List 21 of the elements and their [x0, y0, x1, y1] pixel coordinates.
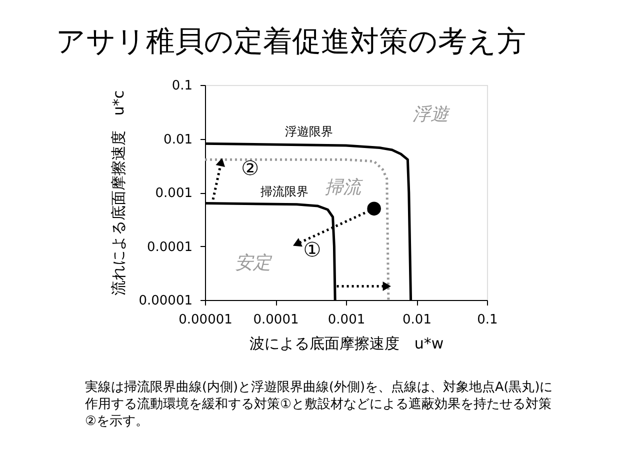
x-tick-label: 0.00001	[178, 312, 232, 328]
y-tick-label: 0.0001	[147, 240, 192, 255]
y-axis-title: 流れによる底面摩擦速度 u*c	[110, 90, 128, 296]
annotation: 掃流	[325, 177, 364, 198]
y-tick-label: 0.00001	[138, 294, 192, 308]
series-label: 浮遊限界	[285, 124, 334, 139]
annotation: ①	[303, 238, 322, 262]
y-tick-label: 0.001	[155, 186, 192, 201]
x-tick-label: 0.001	[328, 312, 366, 328]
x-tick-label: 0.0001	[253, 312, 299, 328]
annotation: 浮遊	[412, 104, 451, 126]
annotation: ②	[241, 156, 260, 180]
y-tick-label: 0.1	[172, 78, 192, 94]
annotation: 安定	[234, 252, 273, 274]
chart-title: アサリ稚貝の定着促進対策の考え方	[56, 24, 526, 58]
x-axis-title: 波による底面摩擦速度 u*w	[249, 334, 444, 352]
text: 実線は掃流限界曲線(内側)と浮遊限界曲線(外側)を、点線は、対象地点A(黒丸)に作用する流動環境を緩和する対策①と敷設材などによる遮蔽効果を持たせる対策②を示す。	[84, 379, 553, 429]
series-label: 掃流限界	[260, 184, 308, 198]
x-tick-label: 0.1	[477, 312, 498, 328]
y-tick-label: 0.01	[164, 132, 192, 148]
x-tick-label: 0.01	[402, 312, 432, 328]
